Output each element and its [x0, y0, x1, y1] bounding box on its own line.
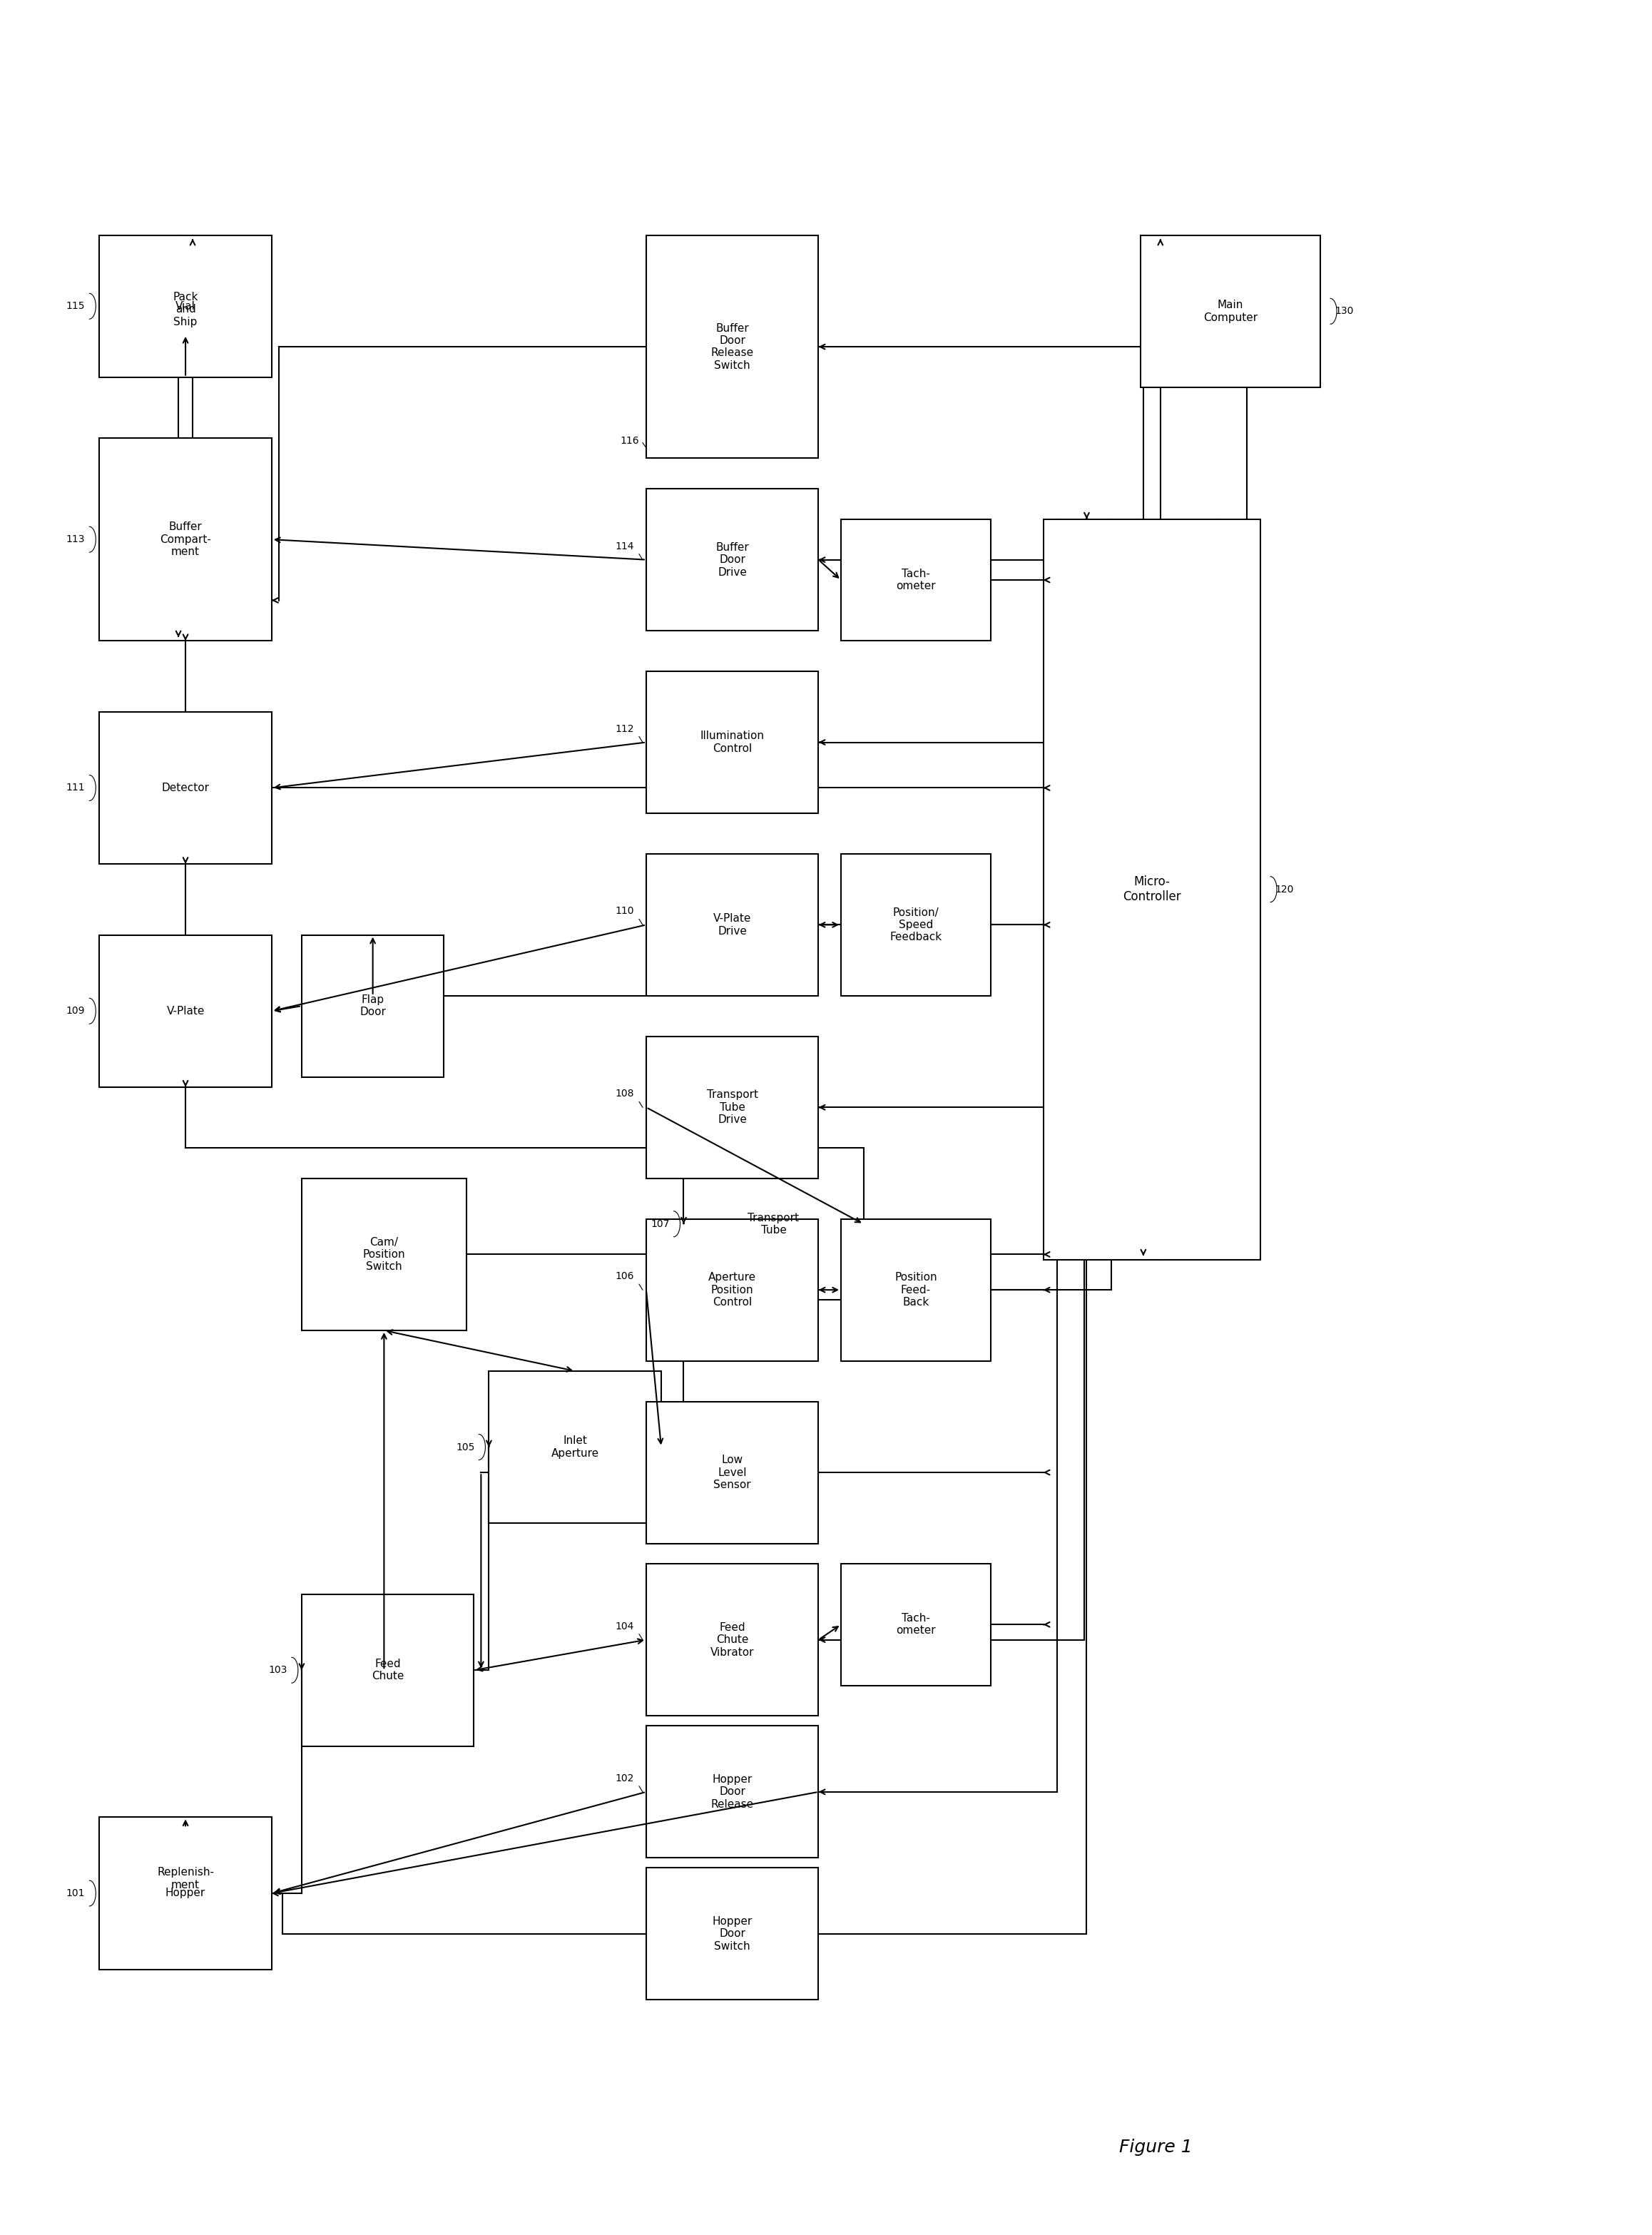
FancyBboxPatch shape	[302, 1594, 474, 1746]
FancyBboxPatch shape	[1044, 519, 1260, 1261]
Text: 101: 101	[66, 1889, 86, 1898]
FancyBboxPatch shape	[646, 854, 818, 997]
FancyBboxPatch shape	[646, 1725, 818, 1857]
Text: Position/
Speed
Feedback: Position/ Speed Feedback	[890, 907, 942, 943]
Text: 102: 102	[615, 1772, 634, 1784]
Text: Position
Feed-
Back: Position Feed- Back	[895, 1272, 937, 1307]
FancyBboxPatch shape	[99, 1817, 271, 1969]
Text: Hopper: Hopper	[165, 1889, 205, 1900]
FancyBboxPatch shape	[841, 1564, 991, 1685]
FancyBboxPatch shape	[99, 934, 271, 1086]
FancyBboxPatch shape	[646, 1401, 818, 1544]
Text: Figure 1: Figure 1	[1118, 2139, 1193, 2157]
Text: V-Plate
Drive: V-Plate Drive	[714, 914, 752, 936]
Text: 113: 113	[66, 534, 86, 545]
Text: 112: 112	[615, 724, 634, 733]
FancyBboxPatch shape	[841, 854, 991, 997]
Text: 110: 110	[615, 905, 634, 916]
Text: Illumination
Control: Illumination Control	[700, 731, 765, 753]
FancyBboxPatch shape	[302, 1178, 466, 1330]
Text: Tach-
ometer: Tach- ometer	[895, 568, 935, 592]
Text: Cam/
Position
Switch: Cam/ Position Switch	[363, 1236, 405, 1272]
FancyBboxPatch shape	[646, 489, 818, 630]
FancyBboxPatch shape	[646, 235, 818, 458]
FancyBboxPatch shape	[646, 1868, 818, 2000]
Text: Detector: Detector	[162, 782, 210, 793]
Text: Buffer
Door
Release
Switch: Buffer Door Release Switch	[710, 322, 753, 371]
Text: 107: 107	[651, 1218, 669, 1229]
FancyBboxPatch shape	[646, 670, 818, 814]
FancyBboxPatch shape	[302, 934, 444, 1077]
Text: 111: 111	[66, 782, 86, 793]
Text: V-Plate: V-Plate	[167, 1006, 205, 1017]
FancyBboxPatch shape	[646, 1564, 818, 1716]
FancyBboxPatch shape	[841, 1218, 991, 1361]
FancyBboxPatch shape	[646, 1218, 818, 1361]
Text: 115: 115	[66, 302, 86, 311]
Text: Hopper
Door
Switch: Hopper Door Switch	[712, 1915, 752, 1951]
FancyBboxPatch shape	[489, 1370, 661, 1522]
FancyBboxPatch shape	[99, 713, 271, 865]
Text: 104: 104	[615, 1620, 634, 1632]
Text: 116: 116	[620, 436, 639, 445]
FancyBboxPatch shape	[99, 235, 271, 378]
Text: Transport
Tube: Transport Tube	[748, 1211, 800, 1236]
Text: Low
Level
Sensor: Low Level Sensor	[714, 1455, 752, 1491]
FancyBboxPatch shape	[99, 438, 271, 641]
Text: Inlet
Aperture: Inlet Aperture	[552, 1435, 600, 1459]
Text: Transport
Tube
Drive: Transport Tube Drive	[707, 1091, 758, 1124]
Text: Vial: Vial	[175, 302, 195, 311]
Text: Main
Computer: Main Computer	[1203, 299, 1257, 322]
Text: 105: 105	[456, 1442, 474, 1453]
FancyBboxPatch shape	[684, 1149, 864, 1301]
Text: Aperture
Position
Control: Aperture Position Control	[709, 1272, 757, 1307]
FancyBboxPatch shape	[646, 1037, 818, 1178]
FancyBboxPatch shape	[841, 519, 991, 641]
Text: 108: 108	[615, 1088, 634, 1100]
Text: Micro-
Controller: Micro- Controller	[1123, 876, 1181, 903]
Text: Replenish-
ment: Replenish- ment	[157, 1866, 215, 1891]
Text: Flap
Door: Flap Door	[360, 995, 387, 1017]
Text: 120: 120	[1275, 885, 1294, 894]
Text: 114: 114	[615, 541, 634, 552]
Text: Hopper
Door
Release: Hopper Door Release	[710, 1775, 753, 1810]
Text: Tach-
ometer: Tach- ometer	[895, 1614, 935, 1636]
FancyBboxPatch shape	[1140, 235, 1320, 387]
Text: Pack
and
Ship: Pack and Ship	[173, 293, 198, 326]
Text: Feed
Chute
Vibrator: Feed Chute Vibrator	[710, 1623, 755, 1658]
Text: Feed
Chute: Feed Chute	[372, 1658, 405, 1681]
Text: Buffer
Door
Drive: Buffer Door Drive	[715, 541, 748, 577]
Text: 130: 130	[1335, 306, 1353, 317]
Text: Buffer
Compart-
ment: Buffer Compart- ment	[160, 521, 211, 557]
Text: 109: 109	[66, 1006, 86, 1017]
Text: 106: 106	[615, 1272, 634, 1281]
Text: 103: 103	[269, 1665, 287, 1676]
